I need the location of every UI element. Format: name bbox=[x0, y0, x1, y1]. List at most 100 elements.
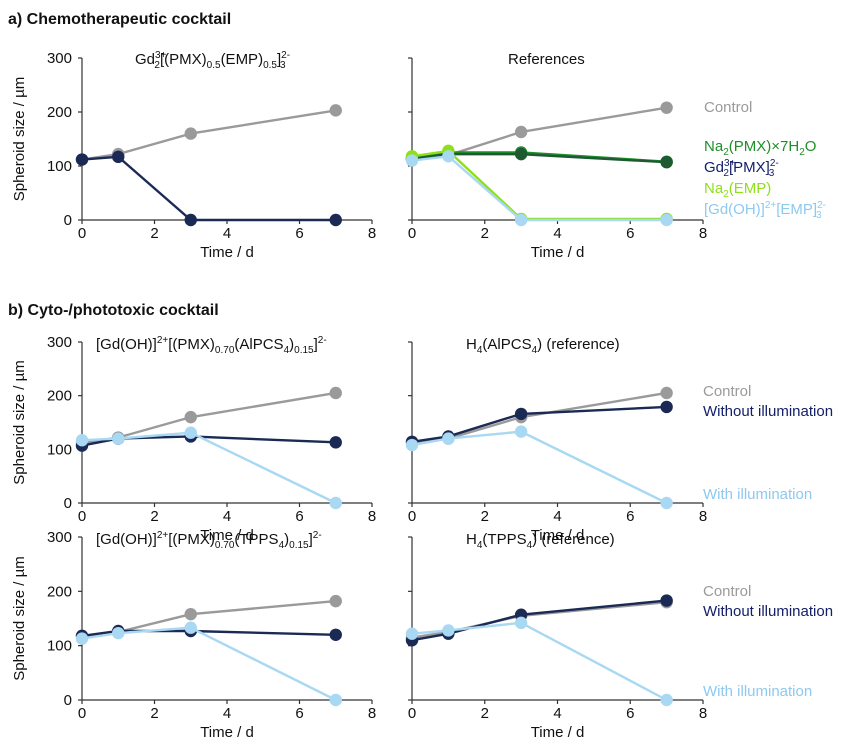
data-point bbox=[442, 150, 455, 163]
x-tick-label: 4 bbox=[553, 225, 561, 242]
series-line-4 bbox=[411, 155, 667, 222]
x-tick-label: 2 bbox=[481, 705, 489, 722]
panel-b1-left-title: [Gd(OH)]2+[(PMX)0.70(AlPCS4)0.15]2- bbox=[96, 335, 327, 356]
panel-b1-right-title: H4(AlPCS4) (reference) bbox=[466, 336, 620, 356]
data-point bbox=[75, 632, 89, 645]
panel-b1_right: 0 2 4 6 8 Time / d bbox=[405, 341, 707, 544]
data-point bbox=[660, 400, 673, 414]
x-tick-label: 0 bbox=[408, 225, 416, 242]
legend-b1-control: Control bbox=[703, 383, 751, 400]
y-tick-label: 200 bbox=[47, 583, 72, 600]
y-axis-label: Spheroid size / µm bbox=[11, 360, 28, 485]
panel-b2_right: 0 2 4 6 8 Time / d bbox=[405, 536, 707, 741]
x-tick-label: 4 bbox=[223, 508, 231, 525]
x-tick-label: 2 bbox=[481, 225, 489, 242]
series-line-1 bbox=[411, 405, 667, 444]
data-point bbox=[405, 438, 419, 452]
data-point bbox=[660, 156, 673, 169]
section-b-heading: b) Cyto-/phototoxic cocktail bbox=[8, 302, 219, 319]
y-tick-label: 100 bbox=[47, 638, 72, 655]
data-point bbox=[514, 147, 528, 161]
x-tick-label: 0 bbox=[78, 705, 86, 722]
x-tick-label: 8 bbox=[699, 705, 707, 722]
x-tick-label: 6 bbox=[295, 225, 303, 242]
data-point bbox=[514, 125, 528, 139]
data-point bbox=[514, 425, 528, 438]
y-tick-label: 0 bbox=[64, 495, 72, 512]
x-tick-label: 0 bbox=[78, 508, 86, 525]
data-point bbox=[660, 693, 673, 707]
data-point bbox=[329, 436, 342, 449]
x-tick-label: 2 bbox=[150, 508, 158, 525]
data-point bbox=[660, 213, 673, 227]
data-point bbox=[329, 594, 342, 608]
y-tick-label: 200 bbox=[47, 388, 72, 405]
x-tick-label: 0 bbox=[78, 225, 86, 242]
legend-a-na2pmx: Na2(PMX)×7H2O bbox=[704, 138, 816, 158]
panel-b2_left: 0 2 4 6 8 0 100 200 300 Time / d Spheroid size / µ… bbox=[11, 529, 376, 741]
legend-a-na2emp: Na2(EMP) bbox=[704, 180, 771, 200]
series-line-1 bbox=[81, 435, 336, 447]
data-point bbox=[329, 386, 342, 400]
panel-b2-right-title: H4(TPPS4) (reference) bbox=[466, 531, 615, 551]
x-tick-label: 4 bbox=[223, 705, 231, 722]
x-tick-label: 2 bbox=[150, 705, 158, 722]
data-point bbox=[184, 127, 197, 140]
data-point bbox=[442, 432, 455, 445]
data-point bbox=[514, 213, 528, 227]
data-point bbox=[329, 628, 342, 641]
legend-a-gdpmx: Gd3+ 2[PMX]2-3 bbox=[704, 158, 779, 179]
y-axis-label: Spheroid size / µm bbox=[11, 556, 28, 681]
data-point bbox=[329, 104, 342, 117]
legend-b2-control: Control bbox=[703, 583, 751, 600]
y-tick-label: 0 bbox=[64, 212, 72, 229]
x-tick-label: 8 bbox=[368, 705, 376, 722]
data-point bbox=[184, 213, 197, 227]
series-line-2 bbox=[411, 430, 668, 505]
x-axis-label: Time / d bbox=[531, 527, 585, 544]
y-tick-label: 100 bbox=[47, 441, 72, 458]
y-tick-label: 200 bbox=[47, 104, 72, 121]
x-tick-label: 2 bbox=[481, 508, 489, 525]
data-point bbox=[660, 496, 673, 510]
data-point bbox=[75, 434, 89, 447]
series-line-1 bbox=[411, 599, 667, 642]
data-point bbox=[660, 386, 673, 400]
legend-b1-without: Without illumination bbox=[703, 403, 833, 420]
series-line-2 bbox=[411, 152, 667, 164]
data-point bbox=[184, 410, 197, 424]
x-axis-label: Time / d bbox=[200, 527, 254, 544]
y-axis-label: Spheroid size / µm bbox=[11, 77, 28, 202]
data-point bbox=[329, 496, 342, 510]
legend-a-control: Control bbox=[704, 99, 752, 116]
panel-a_right: 0 2 4 6 8 Time / d bbox=[405, 57, 707, 261]
panel-b2-left-title: [Gd(OH)]2+[(PMX)0.70(TPPS4)0.15]2- bbox=[96, 530, 322, 551]
data-point bbox=[405, 154, 419, 167]
x-tick-label: 0 bbox=[408, 705, 416, 722]
x-axis-label: Time / d bbox=[531, 724, 585, 741]
y-tick-label: 100 bbox=[47, 158, 72, 175]
data-point bbox=[329, 693, 342, 707]
x-tick-label: 6 bbox=[295, 705, 303, 722]
panel-a-left-title: Gd3+ 2[(PMX)0.5(EMP)0.5]2-3 bbox=[135, 50, 290, 71]
data-point bbox=[112, 150, 125, 164]
data-point bbox=[660, 101, 673, 114]
x-axis-label: Time / d bbox=[200, 724, 254, 741]
x-tick-label: 4 bbox=[223, 225, 231, 242]
legend-b2-without: Without illumination bbox=[703, 603, 833, 620]
panel-a-right-title: References bbox=[508, 51, 585, 68]
panel-b1_left: 0 2 4 6 8 0 100 200 300 Time / d Spheroid size / µ… bbox=[11, 334, 376, 544]
y-tick-label: 0 bbox=[64, 692, 72, 709]
series-line-0 bbox=[81, 109, 336, 161]
y-tick-label: 300 bbox=[47, 334, 72, 351]
data-point bbox=[184, 426, 197, 439]
legend-a-gdohemp: [Gd(OH)]2+[EMP]2-3 bbox=[704, 200, 826, 221]
section-a-heading: a) Chemotherapeutic cocktail bbox=[8, 11, 231, 28]
panel-a_left: 0 2 4 6 8 0 100 200 300 Time / d Spheroid size / µ… bbox=[11, 50, 376, 261]
x-tick-label: 0 bbox=[408, 508, 416, 525]
x-tick-label: 6 bbox=[295, 508, 303, 525]
x-tick-label: 8 bbox=[699, 225, 707, 242]
data-point bbox=[514, 616, 528, 630]
x-tick-label: 4 bbox=[553, 705, 561, 722]
